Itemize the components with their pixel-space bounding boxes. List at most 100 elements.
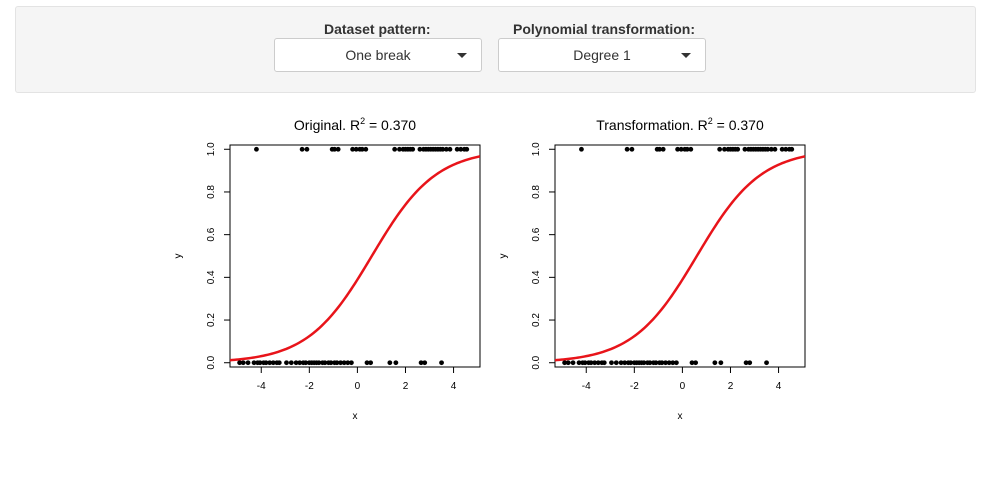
x-tick-label: -2 <box>305 381 314 392</box>
data-point <box>316 360 322 366</box>
data-point <box>447 146 453 152</box>
data-point <box>657 146 662 152</box>
data-point <box>237 360 243 366</box>
data-point <box>364 360 370 366</box>
x-tick-label: -4 <box>582 381 591 392</box>
plot-title: Transformation. R2 = 0.370 <box>596 116 764 133</box>
data-point <box>297 360 303 366</box>
data-point <box>718 360 724 366</box>
dataset-pattern-select[interactable]: One break <box>274 38 482 72</box>
data-point <box>350 146 355 152</box>
data-point <box>628 360 634 366</box>
data-point <box>439 360 444 366</box>
plot-frame <box>229 144 481 368</box>
y-tick-label: 0.0 <box>531 355 542 369</box>
data-point <box>779 146 785 152</box>
original-plot: Original. R2 = 0.370 -4 -2 0 2 4 0.0 0.2 0.4 0.6 0… <box>173 116 481 422</box>
data-point <box>368 360 374 366</box>
data-point <box>348 360 354 366</box>
data-point <box>772 146 778 152</box>
data-point <box>595 360 601 366</box>
data-point <box>618 360 624 366</box>
data-point <box>663 360 668 366</box>
data-point <box>422 360 428 366</box>
data-point <box>622 360 628 366</box>
controls-panel: Dataset pattern: One break Polynomial tr… <box>15 6 976 93</box>
data-point <box>293 360 299 366</box>
data-point <box>743 360 749 366</box>
data-point <box>299 146 305 152</box>
data-point <box>565 360 571 366</box>
data-point <box>341 360 347 366</box>
y-axis-label: y <box>498 254 509 259</box>
data-point <box>393 360 399 366</box>
polynomial-transformation-select[interactable]: Degree 1 <box>498 38 706 72</box>
data-point <box>322 360 328 366</box>
y-tick-label: 0.6 <box>531 227 542 241</box>
data-point <box>684 146 690 152</box>
data-point <box>579 146 584 152</box>
data-point <box>613 360 619 366</box>
data-point <box>397 146 402 152</box>
y-tick-label: 0.6 <box>206 227 217 241</box>
x-tick-label: -2 <box>630 381 639 392</box>
y-tick-label: 0.4 <box>531 270 542 284</box>
data-point <box>582 360 588 366</box>
data-point <box>257 360 263 366</box>
data-point <box>562 360 568 366</box>
x-tick-label: 4 <box>776 381 782 392</box>
data-point <box>363 146 369 152</box>
data-point <box>458 146 464 152</box>
data-point <box>576 360 582 366</box>
data-point <box>254 146 259 152</box>
x-axis-label: x <box>353 411 358 422</box>
polynomial-transformation-value: Degree 1 <box>573 47 631 63</box>
x-tick-label: 2 <box>728 381 734 392</box>
data-point <box>464 146 470 152</box>
data-point <box>588 360 594 366</box>
y-tick-label: 0.2 <box>531 313 542 327</box>
data-point <box>392 146 398 152</box>
y-tick-label: 0.2 <box>206 313 217 327</box>
data-point <box>768 146 774 152</box>
data-point <box>783 146 789 152</box>
chevron-down-icon <box>457 53 467 58</box>
dataset-pattern-value: One break <box>345 47 411 63</box>
x-axis-label: x <box>678 411 683 422</box>
x-tick-label: 0 <box>680 381 686 392</box>
data-point <box>417 146 423 152</box>
data-point <box>328 360 334 366</box>
y-tick-label: 1.0 <box>206 142 217 156</box>
data-point <box>454 146 460 152</box>
data-point <box>693 360 699 366</box>
data-point <box>735 146 741 152</box>
x-tick-label: 0 <box>355 381 361 392</box>
data-point <box>789 146 795 152</box>
data-point <box>335 146 341 152</box>
data-point <box>288 360 294 366</box>
plot-title: Original. R2 = 0.370 <box>294 116 416 133</box>
data-point <box>675 146 680 152</box>
data-point <box>629 146 635 152</box>
data-point <box>270 360 276 366</box>
fitted-curve <box>555 155 805 362</box>
data-point <box>765 146 771 152</box>
plot-frame <box>554 144 806 368</box>
data-point <box>284 360 289 366</box>
y-tick-label: 0.4 <box>206 270 217 284</box>
x-tick-label: -4 <box>257 381 266 392</box>
data-point <box>670 360 676 366</box>
data-point <box>660 146 666 152</box>
data-point <box>443 146 449 152</box>
y-axis-label: y <box>173 254 184 259</box>
data-point <box>641 360 647 366</box>
data-point <box>717 146 723 152</box>
data-point <box>263 360 269 366</box>
data-point <box>334 360 340 366</box>
data-point <box>747 360 753 366</box>
data-point <box>689 360 695 366</box>
data-point <box>345 360 351 366</box>
data-point <box>609 360 614 366</box>
transformation-plot: Transformation. R2 = 0.370 -4 -2 0 2 4 0.0 0.2 0… <box>498 116 806 422</box>
data-point <box>653 360 659 366</box>
